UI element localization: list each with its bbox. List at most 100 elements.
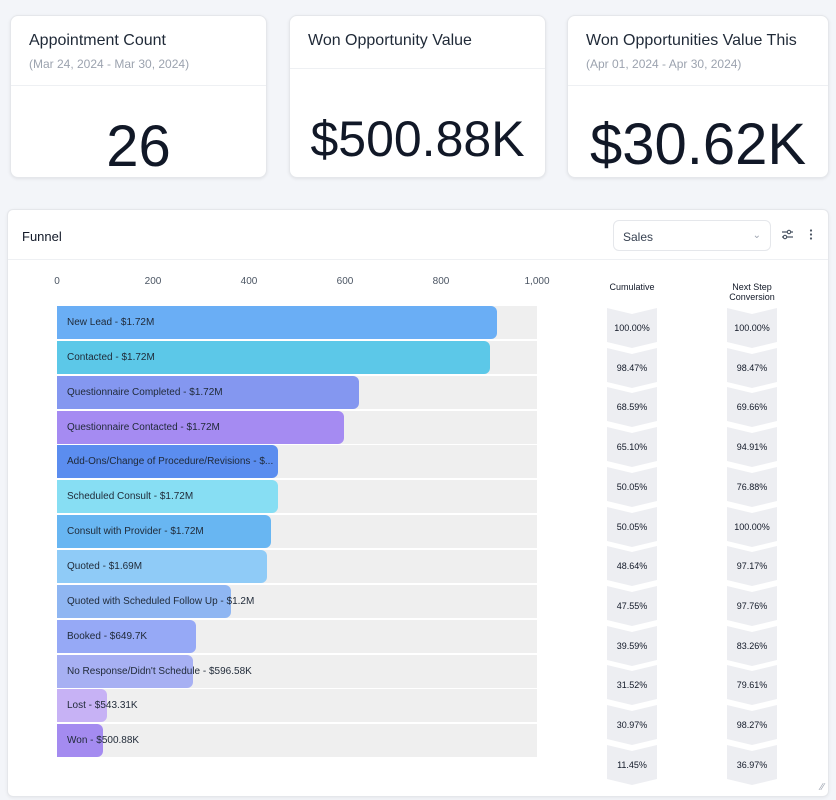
more-options-icon[interactable] [808,228,814,244]
bar-label: Won - $500.88K [67,735,140,746]
card-value: $30.62K [589,112,807,177]
cumulative-value: 39.59% [616,641,648,651]
next-step-value: 36.97% [736,760,768,770]
next-step-value: 94.91% [736,442,768,452]
bar-label: Quoted with Scheduled Follow Up - $1.2M [67,596,255,607]
funnel-bar[interactable] [57,585,232,618]
next-step-step [727,427,777,467]
next-step-step [727,308,777,348]
card-title: Won Opportunities Value This [586,32,797,49]
bar-label: Quoted - $1.69M [67,561,143,572]
cumulative-step [607,745,657,785]
next-step-value: 98.27% [736,720,768,730]
next-step-value: 83.26% [736,641,768,651]
next-step-step [727,507,777,547]
cumulative-header: Cumulative [609,282,655,292]
funnel-bar[interactable] [57,341,491,374]
cumulative-step [607,348,657,388]
next-step-step [727,705,777,745]
funnel-bar[interactable] [57,655,194,688]
pipeline-select-value: Sales [623,230,654,244]
won-opportunities-value-this-card: Won Opportunities Value This (Apr 01, 20… [567,15,829,178]
x-tick-label: 800 [432,276,450,287]
next-step-step [727,467,777,507]
x-tick-label: 0 [54,276,60,287]
chevron-down-icon: ⌄ [752,230,761,241]
bar-track [57,689,537,722]
bar-label: New Lead - $1.72M [67,317,155,328]
next-step-step [727,546,777,586]
x-tick-label: 400 [240,276,258,287]
funnel-bar[interactable] [57,445,278,478]
cumulative-step [607,427,657,467]
funnel-bar[interactable] [57,411,344,444]
cumulative-step [607,546,657,586]
next-step-step [727,745,777,785]
cumulative-value: 50.05% [616,482,648,492]
bar-label: Lost - $543.31K [67,700,138,711]
card-header: Won Opportunities Value This (Apr 01, 20… [568,16,828,86]
cumulative-value: 50.05% [616,522,648,532]
next-step-value: 76.88% [736,482,768,492]
x-tick-label: 200 [144,276,162,287]
card-value: 26 [106,114,171,178]
funnel-bar[interactable] [57,724,103,757]
next-step-header: Next Step Conversion [729,282,775,302]
cumulative-value: 30.97% [616,720,648,730]
cumulative-step [607,467,657,507]
next-step-value: 97.17% [736,561,768,571]
next-step-step [727,387,777,427]
card-date-range: (Apr 01, 2024 - Apr 30, 2024) [586,57,742,71]
cumulative-step [607,586,657,626]
card-date-range: (Mar 24, 2024 - Mar 30, 2024) [29,57,190,71]
bar-label: Contacted - $1.72M [67,352,155,363]
cumulative-step [607,507,657,547]
cumulative-step [607,626,657,666]
funnel-bar[interactable] [57,515,272,548]
funnel-bar[interactable] [57,480,278,513]
bar-label: Questionnaire Contacted - $1.72M [67,422,220,433]
cumulative-step [607,705,657,745]
bar-label: Booked - $649.7K [67,631,148,642]
next-step-value: 69.66% [736,402,768,412]
cumulative-value: 98.47% [616,363,648,373]
won-opportunity-value-card: Won Opportunity Value $500.88K [289,15,546,178]
funnel-bar[interactable] [57,376,359,409]
next-step-value: 97.76% [736,601,768,611]
bar-track [57,724,537,757]
bar-label: Consult with Provider - $1.72M [67,526,204,537]
next-step-value: 100.00% [734,323,770,333]
funnel-bar[interactable] [57,620,197,653]
card-title: Appointment Count [29,32,166,49]
bar-label: Scheduled Consult - $1.72M [67,491,194,502]
cumulative-value: 100.00% [614,323,650,333]
cumulative-value: 31.52% [616,680,648,690]
next-step-step [727,626,777,666]
cumulative-value: 68.59% [616,402,648,412]
card-header: Appointment Count (Mar 24, 2024 - Mar 30… [11,16,266,86]
funnel-bar[interactable] [57,550,267,583]
cumulative-value: 48.64% [616,561,648,571]
funnel-bar[interactable] [57,689,108,722]
cumulative-value: 65.10% [616,442,648,452]
x-tick-label: 1,000 [524,276,550,287]
next-step-step [727,348,777,388]
next-step-step [727,586,777,626]
funnel-header: Funnel Sales ⌄ [8,210,828,260]
resize-handle-icon[interactable]: ∕∕ [820,782,824,793]
filter-settings-icon[interactable] [781,228,794,244]
cumulative-step [607,665,657,705]
pipeline-select[interactable]: Sales ⌄ [613,220,771,251]
card-value: $500.88K [310,111,525,167]
funnel-bar[interactable] [57,306,497,339]
card-header: Won Opportunity Value [290,16,545,69]
next-step-value: 79.61% [736,680,768,690]
card-title: Won Opportunity Value [308,32,472,49]
cumulative-step [607,308,657,348]
bar-label: No Response/Didn't Schedule - $596.58K [67,666,252,677]
next-step-value: 100.00% [734,522,770,532]
next-step-value: 98.47% [736,363,768,373]
cumulative-value: 11.45% [617,760,647,770]
x-tick-label: 600 [336,276,354,287]
bar-label: Add-Ons/Change of Procedure/Revisions - … [67,456,274,467]
